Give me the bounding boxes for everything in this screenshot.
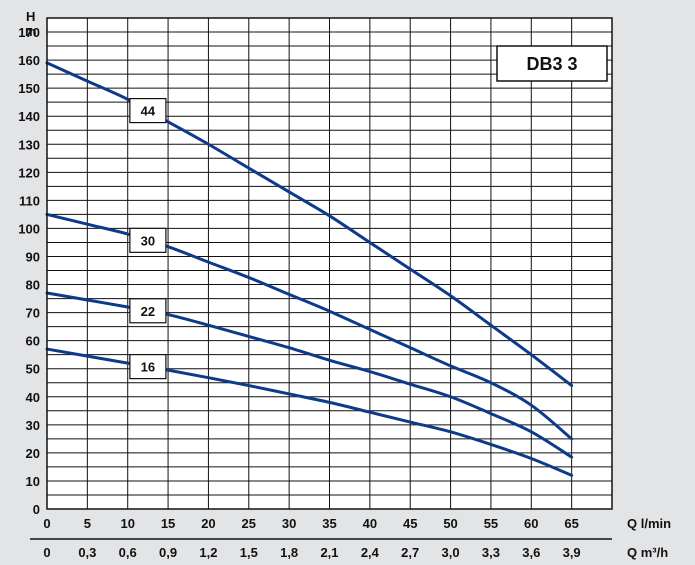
y-tick-label: 140 — [18, 109, 40, 124]
x-secondary-tick-label: 0,6 — [119, 545, 137, 560]
x-secondary-tick-label: 0,3 — [78, 545, 96, 560]
x-tick-label: 65 — [564, 516, 578, 531]
x-secondary-tick-label: 2,1 — [320, 545, 338, 560]
x-secondary-tick-label: 3,6 — [522, 545, 540, 560]
curve-label-text: 16 — [141, 360, 155, 375]
curve-label-text: 22 — [141, 304, 155, 319]
x-tick-label: 20 — [201, 516, 215, 531]
x-tick-label: 45 — [403, 516, 417, 531]
plot-frame — [46, 17, 613, 510]
x-secondary-tick-label: 0 — [43, 545, 50, 560]
x-secondary-tick-label: 3,3 — [482, 545, 500, 560]
y-axis-label: H — [26, 9, 35, 24]
axes: 0102030405060708090100110120130140150160… — [18, 9, 671, 560]
curve-label-box — [129, 354, 167, 380]
x-tick-label: 50 — [443, 516, 457, 531]
x-secondary-axis-label: Q m³/h — [627, 545, 668, 560]
curve-label-30: 30 — [129, 227, 167, 253]
x-secondary-tick-label: 0,9 — [159, 545, 177, 560]
x-tick-label: 55 — [484, 516, 498, 531]
x-secondary-tick-label: 2,7 — [401, 545, 419, 560]
x-tick-label: 60 — [524, 516, 538, 531]
curve-label-box — [129, 227, 167, 253]
x-tick-label: 10 — [120, 516, 134, 531]
y-tick-label: 110 — [19, 193, 40, 208]
y-axis-unit: m — [25, 24, 37, 39]
curve-label-box — [129, 298, 167, 324]
y-tick-label: 30 — [26, 418, 40, 433]
x-secondary-tick-label: 1,2 — [199, 545, 217, 560]
x-tick-label: 5 — [84, 516, 91, 531]
x-secondary-tick-label: 3,9 — [563, 545, 581, 560]
chart-title: DB3 3 — [526, 54, 577, 74]
y-tick-label: 150 — [18, 81, 40, 96]
y-tick-label: 130 — [18, 137, 40, 152]
curve-label-16: 16 — [129, 354, 167, 380]
x-secondary-tick-label: 3,0 — [442, 545, 460, 560]
x-tick-label: 35 — [322, 516, 336, 531]
x-tick-label: 30 — [282, 516, 296, 531]
x-secondary-tick-label: 1,8 — [280, 545, 298, 560]
x-tick-label: 0 — [43, 516, 50, 531]
x-tick-label: 25 — [242, 516, 256, 531]
y-tick-label: 90 — [26, 249, 40, 264]
curve-label-text: 30 — [141, 233, 155, 248]
y-tick-label: 40 — [26, 390, 40, 405]
curve-label-box — [129, 97, 167, 124]
y-tick-label: 170 — [18, 25, 40, 40]
x-tick-label: 40 — [363, 516, 377, 531]
y-tick-label: 50 — [26, 362, 40, 377]
y-tick-label: 70 — [26, 306, 40, 321]
curve-label-22: 22 — [129, 298, 167, 324]
y-tick-label: 100 — [18, 221, 40, 236]
y-tick-label: 80 — [26, 278, 40, 293]
y-tick-label: 160 — [18, 53, 40, 68]
y-tick-label: 10 — [26, 474, 40, 489]
x-axis-label: Q l/min — [627, 516, 671, 531]
curve-label-44: 44 — [129, 97, 167, 124]
y-tick-label: 20 — [26, 446, 40, 461]
curve-labels: 44 30 22 16 — [129, 97, 167, 380]
x-secondary-tick-label: 1,5 — [240, 545, 258, 560]
y-tick-label: 60 — [26, 334, 40, 349]
curve-label-text: 44 — [141, 104, 156, 119]
y-tick-label: 120 — [18, 165, 40, 180]
y-tick-label: 0 — [33, 502, 40, 517]
x-tick-label: 15 — [161, 516, 175, 531]
x-secondary-tick-label: 2,4 — [361, 545, 380, 560]
chart-title-box: DB3 3 — [496, 45, 608, 82]
